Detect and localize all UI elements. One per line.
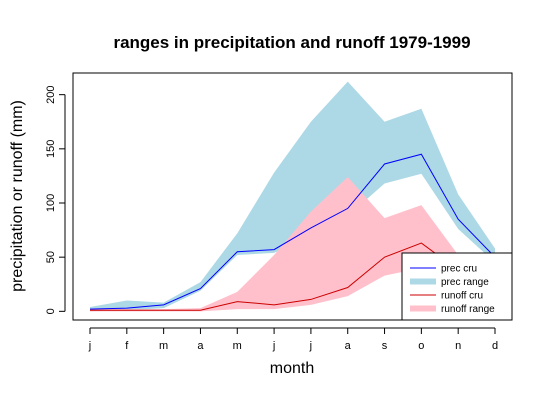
runoff-cru-line xyxy=(90,242,496,311)
x-tick-label: m xyxy=(233,340,242,352)
y-tick-label: 100 xyxy=(45,194,57,212)
legend: prec cru prec range runoff cru runoff range xyxy=(401,252,513,321)
prec-cru-line xyxy=(89,153,496,310)
chart-title: ranges in precipitation and runoff 1979-… xyxy=(113,33,470,52)
x-tick-label: j xyxy=(88,340,91,352)
x-tick-label: m xyxy=(159,340,168,352)
x-tick-label: a xyxy=(197,340,204,352)
x-axis-label: month xyxy=(270,360,314,377)
y-tick-label: 50 xyxy=(45,251,57,263)
x-tick-label: o xyxy=(418,340,424,352)
x-tick-label: j xyxy=(309,340,312,352)
y-axis: 0 50 100 150 200 xyxy=(45,85,66,314)
x-tick-label: j xyxy=(272,340,275,352)
runoff-cru-legend-label: runoff cru xyxy=(441,291,483,302)
y-tick-label: 0 xyxy=(45,308,57,314)
x-tick-label: a xyxy=(345,340,352,352)
prec-range-band xyxy=(90,81,495,312)
range-bands xyxy=(90,81,495,312)
y-tick-label: 200 xyxy=(45,85,57,103)
series-lines xyxy=(89,153,496,311)
prec-range-legend-label: prec range xyxy=(441,277,489,288)
runoff-range-band xyxy=(90,177,495,312)
x-tick-label: d xyxy=(492,340,498,352)
runoff-range-legend-label: runoff range xyxy=(441,304,495,315)
x-tick-label: s xyxy=(382,340,388,352)
plot-frame xyxy=(72,72,513,321)
y-tick-label: 150 xyxy=(45,140,57,158)
x-tick-label: f xyxy=(125,340,129,352)
y-axis-label: precipitation or runoff (mm) xyxy=(9,100,26,292)
prec-cru-legend-label: prec cru xyxy=(441,264,477,275)
x-tick-label: n xyxy=(455,340,461,352)
